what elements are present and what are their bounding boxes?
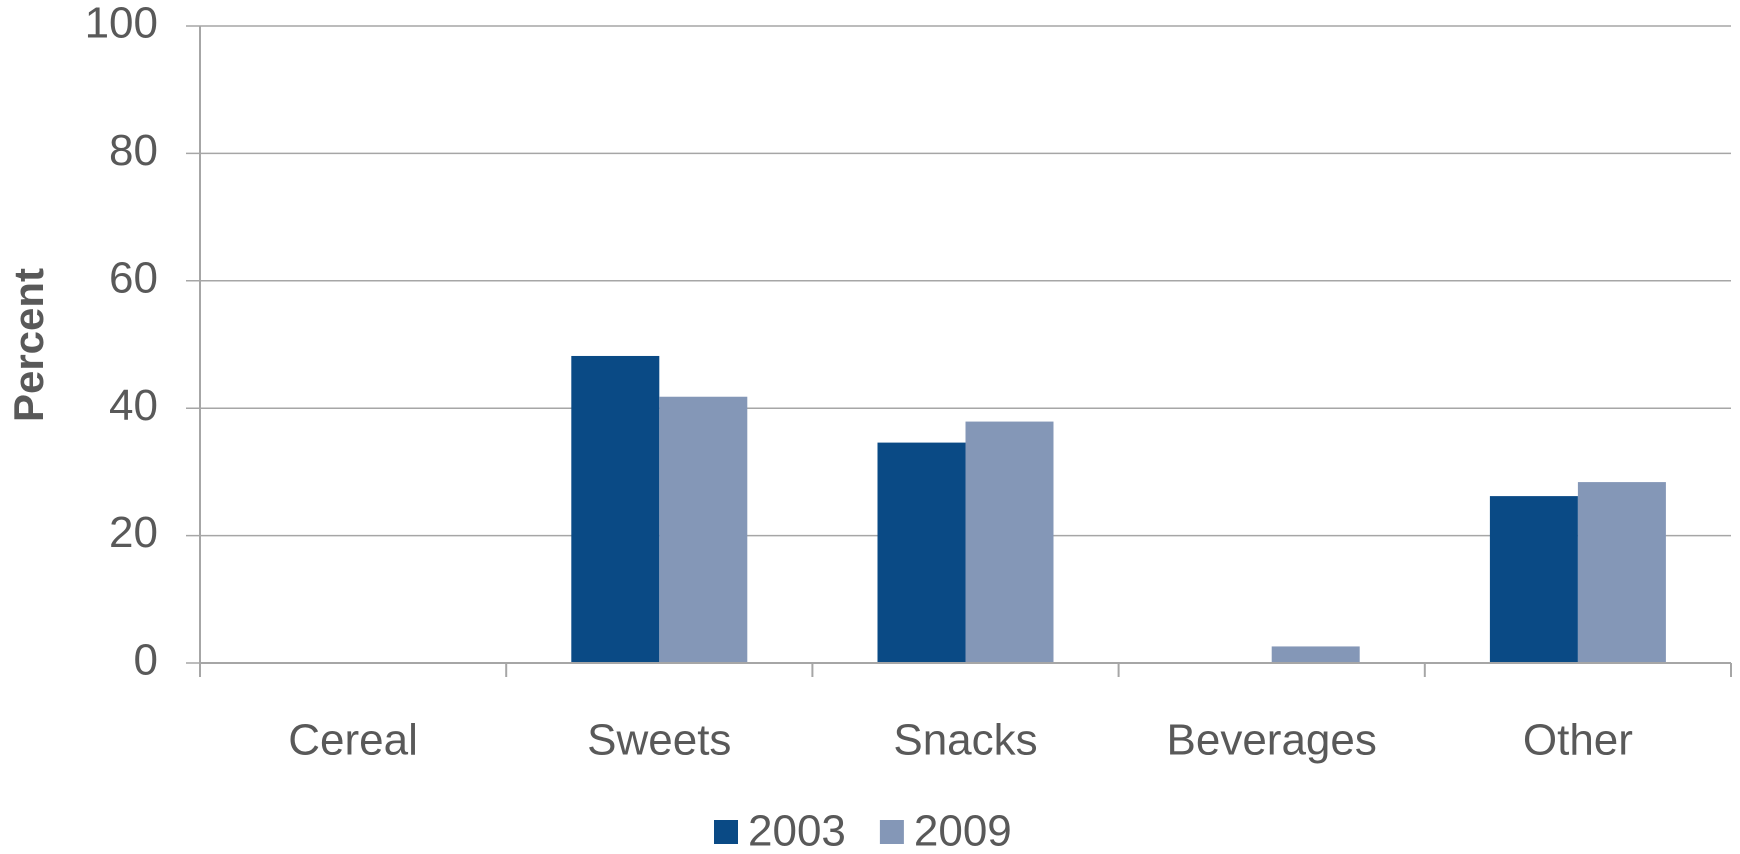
bar — [1577, 482, 1666, 663]
legend-label: 2009 — [914, 807, 1012, 854]
bar — [659, 396, 748, 663]
x-tick-label: Sweets — [587, 716, 731, 765]
x-tick-label: Snacks — [893, 716, 1037, 765]
bar — [965, 421, 1054, 663]
y-tick-label: 40 — [109, 381, 158, 430]
bar — [1271, 646, 1360, 663]
legend-label: 2003 — [748, 807, 846, 854]
y-axis-label: Percent — [5, 268, 52, 422]
y-tick-label: 100 — [85, 0, 158, 48]
x-tick-label: Cereal — [288, 716, 418, 765]
bar — [571, 355, 660, 663]
y-tick-label: 0 — [134, 636, 158, 685]
x-tick-label: Other — [1523, 716, 1633, 765]
bar — [1489, 496, 1578, 663]
legend-swatch — [879, 820, 904, 844]
y-tick-label: 60 — [109, 253, 158, 302]
bar — [877, 442, 966, 663]
y-tick-label: 80 — [109, 126, 158, 175]
y-tick-label: 20 — [109, 508, 158, 557]
legend-swatch — [714, 820, 738, 844]
x-tick-label: Beverages — [1167, 716, 1377, 765]
